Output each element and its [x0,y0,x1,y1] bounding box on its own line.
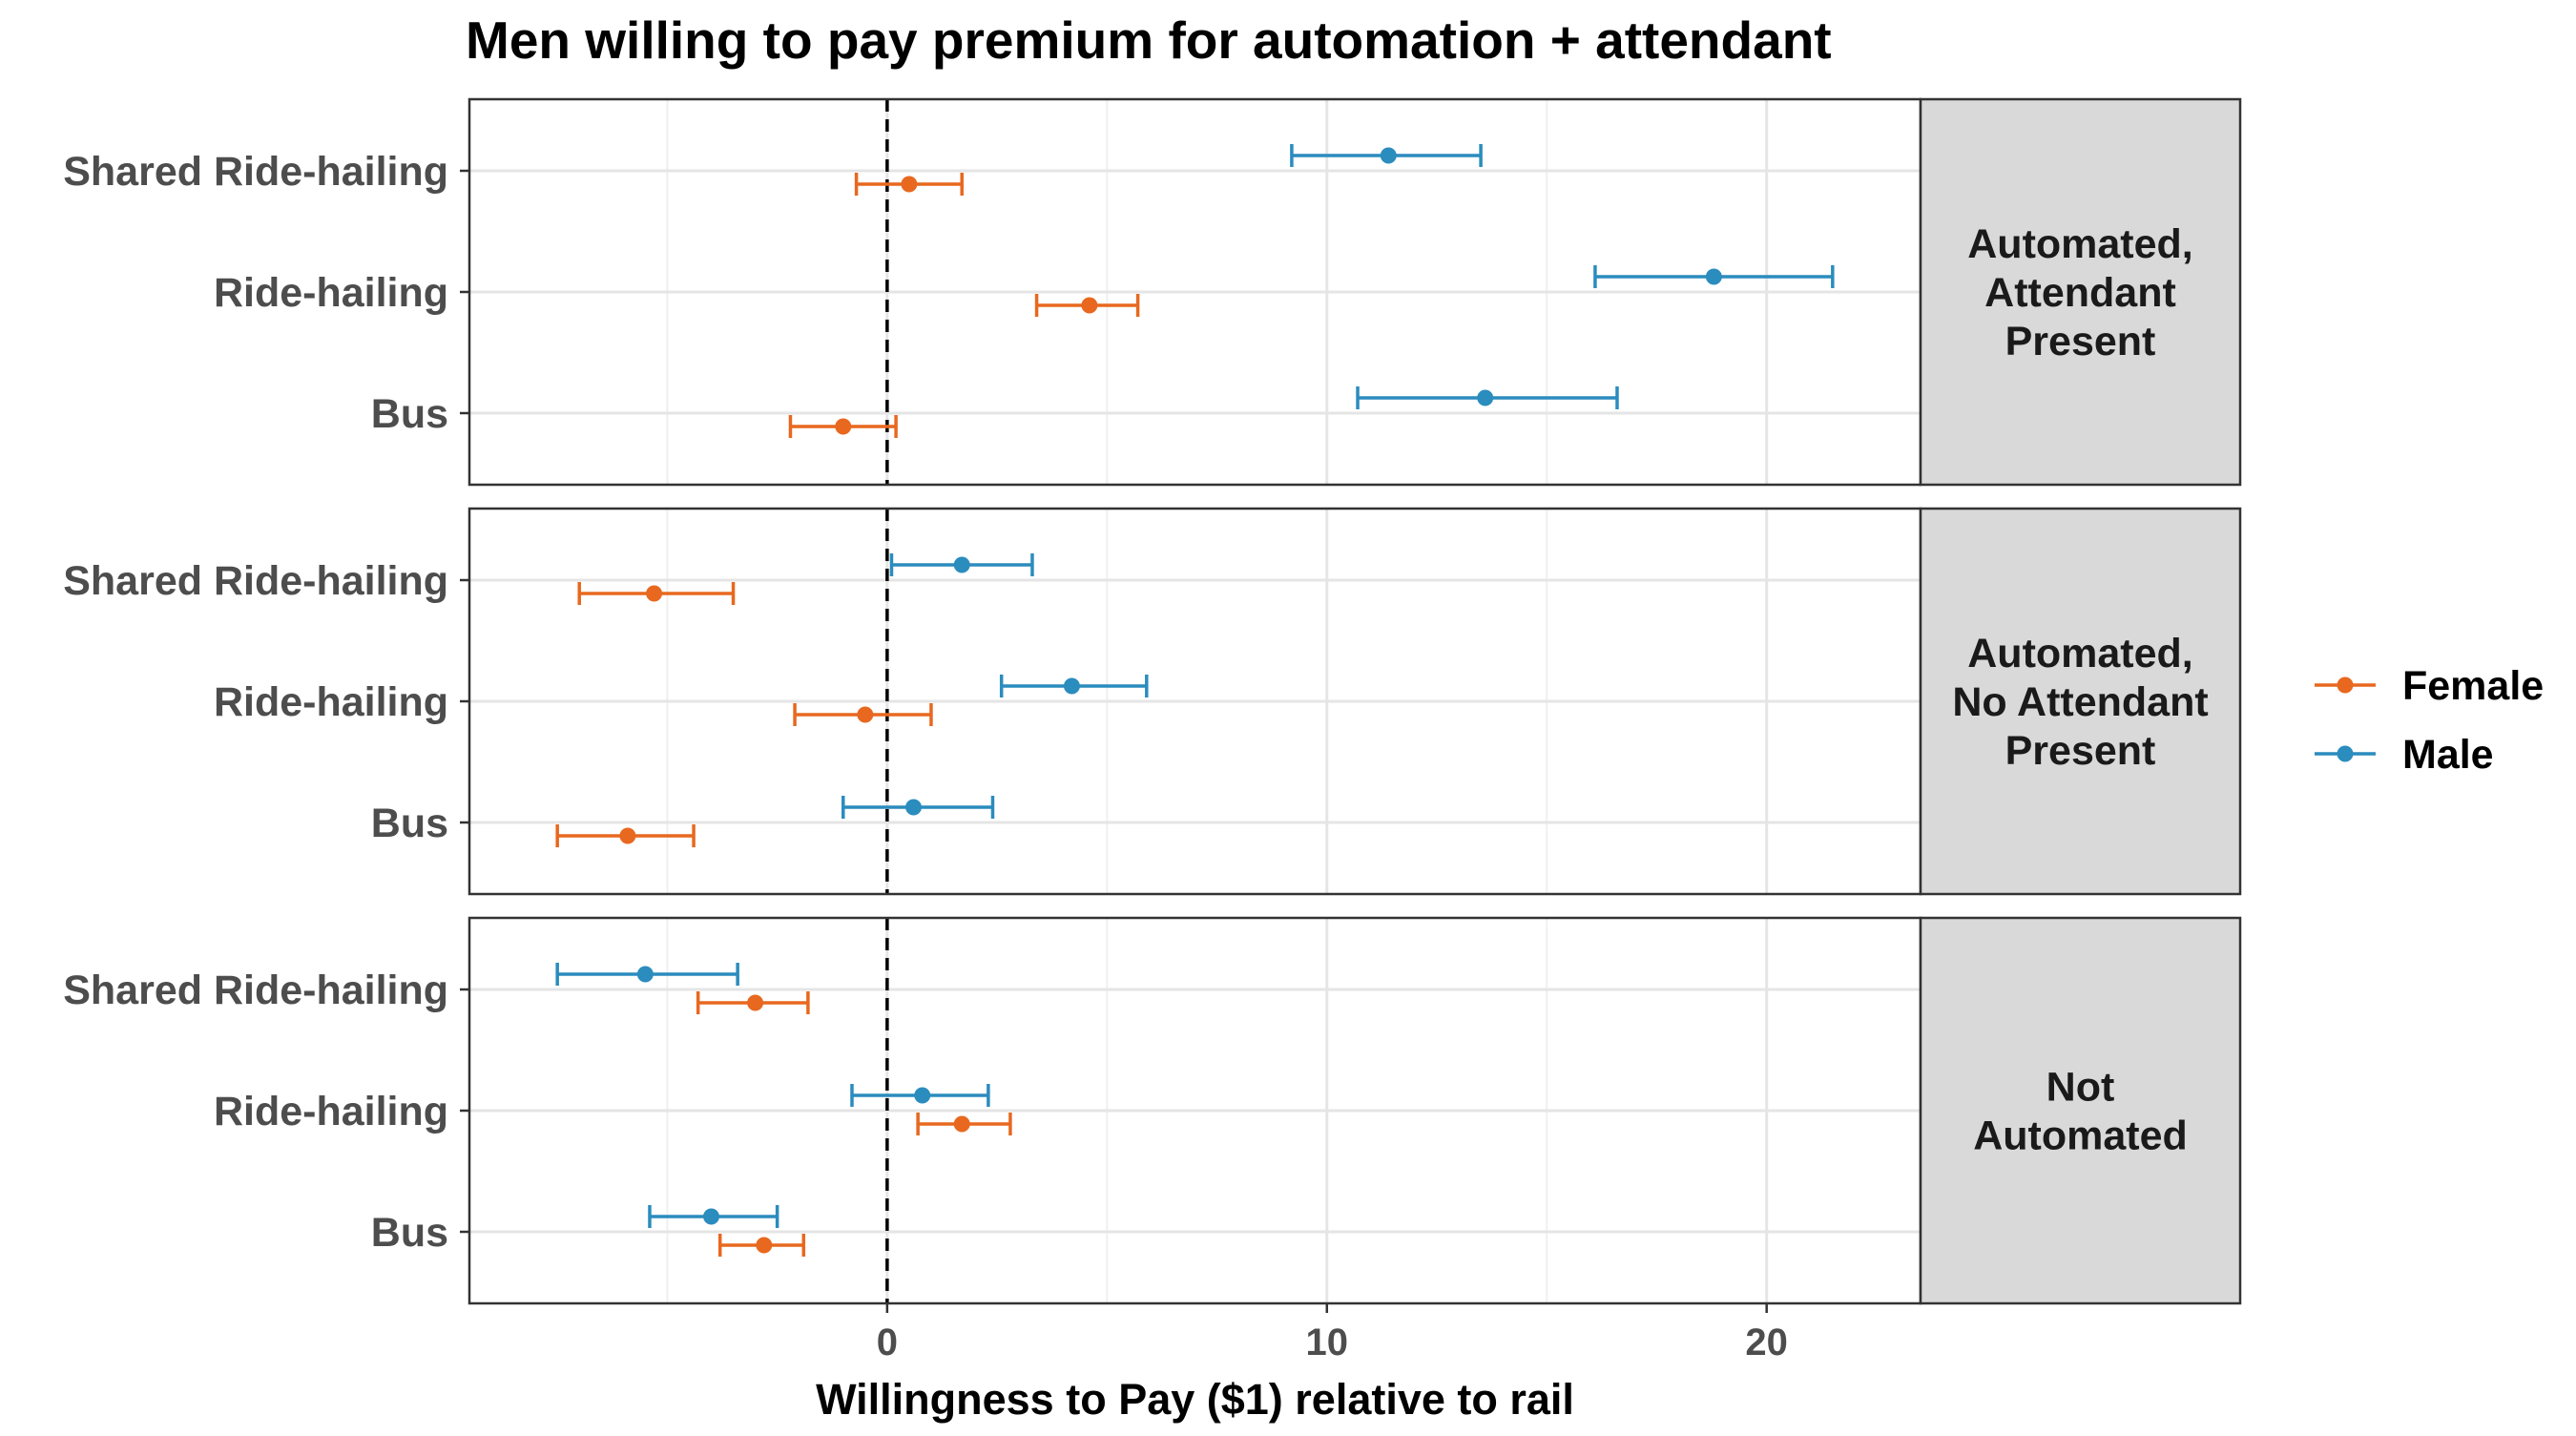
not-automated-male-ride-hailing-point [914,1087,931,1104]
y-tick-label: Ride-hailing [214,270,448,316]
automated-no-attendant-present-male-bus-point [905,799,923,816]
legend-key-point-female [2337,676,2354,694]
automated-no-attendant-present-female-ride-hailing-point [857,706,874,723]
automated-attendant-present-male-ride-hailing-point [1705,268,1722,285]
facet-strip [1919,507,2242,896]
y-tick-label: Ride-hailing [214,1089,448,1134]
y-tick-label: Shared Ride-hailing [63,968,448,1013]
y-tick-label: Bus [371,801,448,846]
not-automated-male-bus-point [703,1208,719,1225]
chart-title: Men willing to pay premium for automatio… [466,10,1832,70]
not-automated-female-shared-ride-hailing-point [747,994,764,1011]
legend-label-male: Male [2402,732,2494,778]
facet-label: No Attendant [1952,679,2208,725]
x-axis-title: Willingness to Pay ($1) relative to rail [816,1375,1574,1424]
y-tick-label: Bus [371,1210,448,1256]
automated-no-attendant-present-female-shared-ride-hailing-point [646,585,663,602]
legend-label-female: Female [2402,663,2544,709]
automated-attendant-present-female-shared-ride-hailing-point [901,176,918,193]
y-tick-label: Shared Ride-hailing [63,558,448,604]
x-tick-label: 10 [1306,1322,1349,1363]
automated-no-attendant-present-female-bus-point [619,827,636,844]
automated-attendant-present-female-bus-point [835,418,852,435]
y-tick-label: Bus [371,391,448,437]
automated-no-attendant-present-male-ride-hailing-point [1063,677,1080,695]
facet-strip [1919,916,2242,1305]
facet-label: Automated, [1967,631,2193,676]
facet-label: Attendant [1984,270,2176,316]
x-tick-label: 20 [1745,1322,1788,1363]
y-tick-label: Shared Ride-hailing [63,149,448,195]
facet-label: Not [2046,1065,2115,1111]
facet-strip [1919,97,2242,487]
x-tick-label: 0 [877,1322,898,1363]
y-tick-label: Ride-hailing [214,679,448,725]
facet-label: Present [2005,728,2156,774]
automated-attendant-present-male-shared-ride-hailing-point [1380,147,1397,164]
not-automated-male-shared-ride-hailing-point [636,966,654,983]
automated-no-attendant-present-male-shared-ride-hailing-point [953,556,970,573]
facet-label: Present [2005,319,2156,364]
legend-key-point-male [2337,745,2354,762]
automated-attendant-present-male-bus-point [1477,389,1494,406]
facet-label: Automated [1973,1113,2188,1159]
not-automated-female-bus-point [756,1237,773,1254]
automated-attendant-present-female-ride-hailing-point [1081,297,1098,314]
facet-label: Automated, [1967,221,2193,267]
not-automated-female-ride-hailing-point [953,1115,970,1133]
